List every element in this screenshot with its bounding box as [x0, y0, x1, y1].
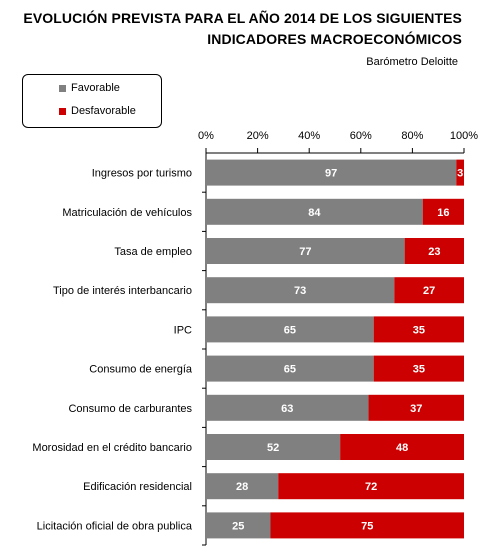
data-label: 65: [284, 364, 296, 376]
category-label: Tasa de empleo: [114, 246, 192, 258]
bar-desfavorable: [404, 238, 464, 264]
category-label: Matriculación de vehículos: [62, 207, 192, 219]
bar-favorable: [206, 198, 423, 225]
data-label: 75: [361, 520, 373, 532]
data-label: 52: [267, 442, 279, 454]
data-label: 63: [281, 403, 293, 415]
category-label: Consumo de energía: [89, 364, 193, 376]
chart-title-line-2: INDICADORES MACROECONÓMICOS: [207, 31, 462, 47]
legend-swatch-favorable: [59, 84, 66, 92]
chart-source: Barómetro Deloitte: [366, 56, 458, 68]
bar-desfavorable: [270, 512, 464, 539]
category-label: Consumo de carburantes: [68, 403, 192, 415]
bar-desfavorable: [368, 394, 464, 421]
data-label: 37: [410, 403, 422, 415]
category-label: Tipo de interés interbancario: [53, 285, 192, 297]
bar-favorable: [206, 316, 374, 343]
bar-favorable: [206, 277, 395, 304]
bar-desfavorable: [373, 355, 464, 382]
data-label: 35: [413, 364, 425, 376]
bar-favorable: [206, 434, 341, 460]
data-label: 65: [284, 324, 296, 336]
bar-desfavorable: [340, 434, 464, 460]
legend-label-desfavorable: Desfavorable: [71, 105, 136, 117]
chart-legend: Favorable Desfavorable: [22, 74, 162, 128]
data-label: 77: [299, 246, 311, 258]
x-tick-label: 0%: [198, 130, 214, 142]
bar-desfavorable: [456, 159, 464, 186]
bar-desfavorable: [394, 277, 464, 304]
x-tick-label: 40%: [298, 130, 320, 142]
x-tick-label: 60%: [350, 130, 372, 142]
data-label: 28: [236, 481, 248, 493]
x-tick-label: 100%: [450, 130, 478, 142]
bar-favorable: [206, 159, 457, 186]
category-label: Ingresos por turismo: [92, 168, 192, 180]
data-label: 35: [413, 324, 425, 336]
bar-favorable: [206, 355, 374, 382]
bar-desfavorable: [422, 198, 464, 225]
x-tick-label: 20%: [247, 130, 269, 142]
data-label: 3: [457, 168, 463, 180]
data-label: 16: [437, 207, 449, 219]
data-label: 72: [365, 481, 377, 493]
bar-favorable: [206, 238, 405, 264]
category-label: IPC: [174, 324, 192, 336]
chart-title-line-1: EVOLUCIÓN PREVISTA PARA EL AÑO 2014 DE L…: [23, 10, 462, 26]
data-label: 97: [325, 168, 337, 180]
category-label: Edificación residencial: [83, 481, 192, 493]
bar-desfavorable: [373, 316, 464, 343]
legend-swatch-desfavorable: [59, 107, 66, 115]
chart-title: EVOLUCIÓN PREVISTA PARA EL AÑO 2014 DE L…: [23, 8, 462, 50]
x-tick-label: 80%: [401, 130, 423, 142]
data-label: 25: [232, 520, 244, 532]
bar-desfavorable: [278, 473, 464, 500]
bar-favorable: [206, 473, 279, 500]
data-label: 27: [423, 285, 435, 297]
category-label: Morosidad en el crédito bancario: [32, 442, 192, 454]
category-label: Licitación oficial de obra publica: [37, 520, 193, 532]
legend-item-desfavorable: Desfavorable: [59, 105, 136, 117]
data-label: 84: [308, 207, 321, 219]
legend-item-favorable: Favorable: [59, 82, 120, 94]
data-label: 73: [294, 285, 306, 297]
data-label: 48: [396, 442, 408, 454]
bar-favorable: [206, 512, 271, 539]
bar-favorable: [206, 394, 369, 421]
legend-label-favorable: Favorable: [71, 82, 120, 94]
data-label: 23: [428, 246, 440, 258]
